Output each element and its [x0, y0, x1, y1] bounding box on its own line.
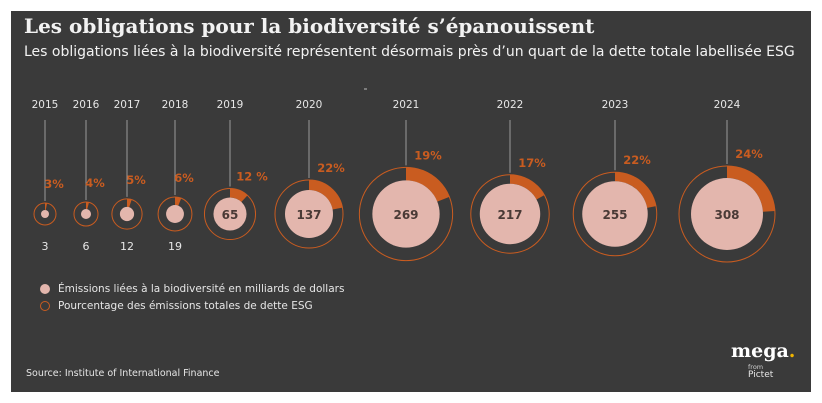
- chart-subtitle: Les obligations liées à la biodiversité …: [24, 44, 795, 60]
- year-label: 2015: [32, 99, 59, 111]
- logo-from: from: [748, 363, 764, 371]
- percent-label: 5%: [126, 173, 146, 187]
- year-label: 2021: [393, 99, 420, 111]
- emission-bubble: [582, 181, 648, 247]
- year-label: 2024: [714, 99, 741, 111]
- value-label: 65: [222, 208, 239, 222]
- emission-bubble: [41, 210, 49, 218]
- legend-swatch-filled: [40, 284, 50, 294]
- value-label: 19: [168, 240, 182, 253]
- percent-label: 17%: [518, 156, 546, 170]
- emission-bubble: [284, 189, 334, 239]
- value-label: 12: [120, 240, 134, 253]
- percentage-arc: [230, 188, 248, 202]
- percent-label: 6%: [174, 171, 194, 185]
- emission-bubble: [119, 206, 135, 222]
- emission-bubble: [80, 208, 92, 220]
- percentage-arc: [406, 167, 450, 202]
- legend-item-percentage: Pourcentage des émissions totales de det…: [40, 298, 313, 314]
- percent-label: 12 %: [236, 169, 268, 183]
- value-label: 217: [497, 208, 522, 222]
- percent-label: 19%: [414, 148, 442, 162]
- logo-brand: Pictet: [748, 370, 774, 380]
- legend-swatch-ring: [40, 301, 50, 311]
- logo-wordmark: mega.: [731, 340, 796, 362]
- year-label: 2017: [114, 99, 141, 111]
- year-label: 2023: [602, 99, 629, 111]
- legend-item-emissions: Émissions liées à la biodiversité en mil…: [40, 281, 344, 297]
- emission-bubble: [372, 180, 440, 248]
- percentage-arc: [309, 179, 343, 210]
- source-note: Source: Institute of International Finan…: [26, 368, 220, 379]
- year-label: 2019: [217, 99, 244, 111]
- legend-label: Pourcentage des émissions totales de det…: [58, 300, 313, 312]
- percentage-arc: [45, 203, 48, 211]
- value-label: 269: [393, 208, 418, 222]
- percentage-arc: [175, 197, 182, 206]
- year-label: 2016: [73, 99, 100, 111]
- year-label: 2018: [162, 99, 189, 111]
- value-label: 6: [83, 240, 90, 253]
- value-label: 137: [296, 208, 321, 222]
- total-ring: [157, 196, 193, 232]
- percentage-arc: [86, 201, 89, 210]
- percent-label: 22%: [317, 161, 345, 175]
- percentage-arc: [510, 174, 545, 200]
- percentage-arc: [727, 166, 775, 212]
- chart-title: Les obligations pour la biodiversité s’é…: [24, 14, 595, 38]
- value-label: 3: [42, 240, 49, 253]
- legend-label: Émissions liées à la biodiversité en mil…: [58, 283, 345, 295]
- value-label: 308: [714, 208, 739, 222]
- percent-label: 4%: [85, 176, 105, 190]
- emission-bubble: [479, 183, 541, 245]
- emission-bubble: [691, 178, 763, 250]
- percent-label: 24%: [735, 147, 763, 161]
- percent-label: 3%: [44, 177, 64, 191]
- emission-bubble: [166, 205, 184, 223]
- percentage-arc: [615, 172, 657, 208]
- emission-bubble: [213, 197, 247, 231]
- mega-pictet-logo: mega. from Pictet: [731, 340, 801, 384]
- percentage-arc: [127, 198, 132, 208]
- year-label: 2020: [296, 99, 323, 111]
- percent-label: 22%: [623, 153, 651, 167]
- year-label: 2022: [497, 99, 524, 111]
- value-label: 255: [602, 208, 627, 222]
